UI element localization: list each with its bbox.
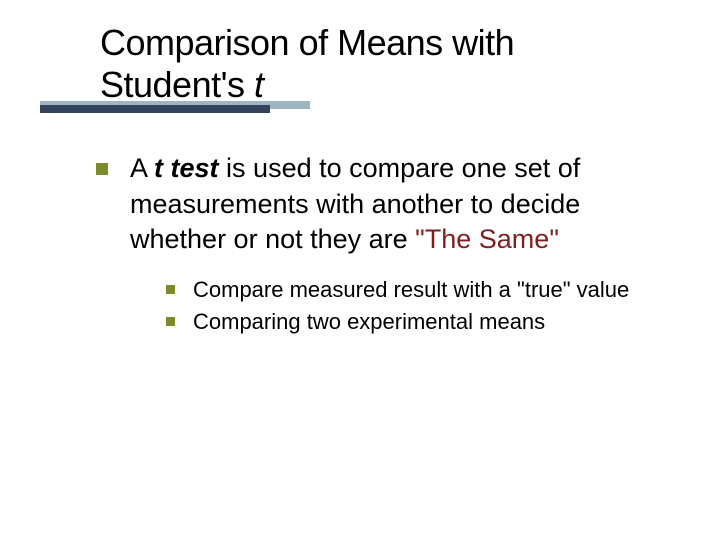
body-paragraph: A t test is used to compare one set of m… <box>130 151 660 258</box>
sub-bullet-text: Compare measured result with a "true" va… <box>193 276 629 305</box>
square-bullet-icon <box>166 285 175 294</box>
bullet-level2: Compare measured result with a "true" va… <box>166 276 660 305</box>
p1-prefix: A <box>130 153 154 183</box>
title-italic-t: t <box>254 64 264 105</box>
sub-bullet-group: Compare measured result with a "true" va… <box>166 276 660 337</box>
p1-quoted: "The Same" <box>415 224 559 254</box>
title-block: Comparison of Means with Student's t <box>90 22 660 107</box>
title-line-1: Comparison of Means with <box>100 22 660 64</box>
body: A t test is used to compare one set of m… <box>90 151 660 337</box>
slide: Comparison of Means with Student's t A t… <box>0 0 720 540</box>
underline-bar-dark <box>40 105 270 113</box>
bullet-level1: A t test is used to compare one set of m… <box>96 151 660 258</box>
square-bullet-icon <box>96 163 108 175</box>
title-line2-prefix: Student's <box>100 64 254 105</box>
square-bullet-icon <box>166 317 175 326</box>
sub-bullet-text: Comparing two experimental means <box>193 308 545 337</box>
title-underline <box>40 101 310 113</box>
p1-bolditalic: t test <box>154 153 219 183</box>
bullet-level2: Comparing two experimental means <box>166 308 660 337</box>
